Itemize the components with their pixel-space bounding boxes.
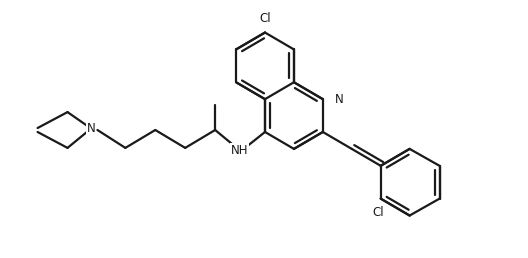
Text: NH: NH bbox=[231, 144, 249, 157]
Text: N: N bbox=[87, 122, 96, 135]
Text: N: N bbox=[334, 93, 343, 106]
Text: Cl: Cl bbox=[372, 206, 384, 219]
Text: Cl: Cl bbox=[259, 12, 271, 25]
